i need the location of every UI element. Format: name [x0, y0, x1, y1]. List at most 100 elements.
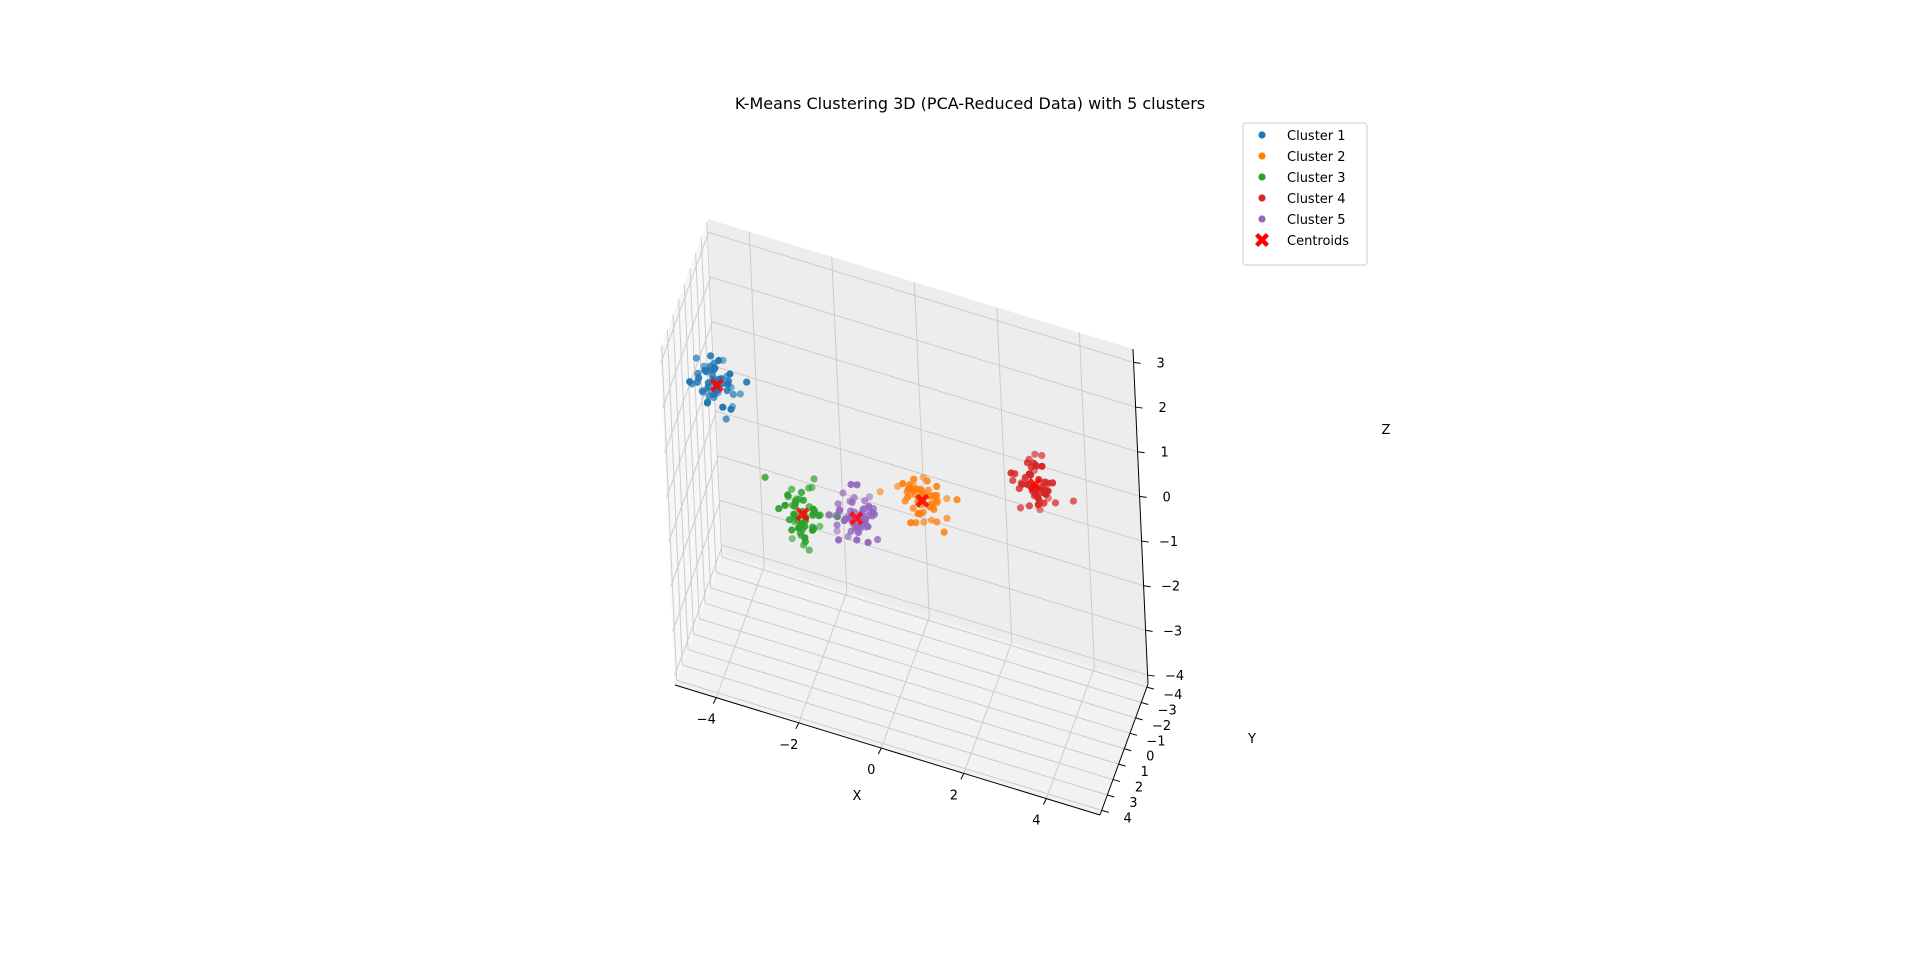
z-tick-mark — [1137, 451, 1145, 454]
y-grid-floor — [710, 587, 1136, 719]
data-point — [869, 505, 878, 513]
data-point — [861, 497, 869, 505]
axes-gridlines — [660, 222, 1148, 811]
data-point — [847, 480, 855, 489]
z-tick-label: 0 — [1162, 490, 1170, 505]
data-point — [833, 521, 841, 529]
data-point — [710, 390, 719, 398]
legend-box — [1242, 122, 1368, 266]
data-point — [1034, 501, 1042, 509]
data-point — [929, 504, 937, 512]
x-tick-mark — [960, 773, 965, 780]
z-tick-label: −4 — [1165, 669, 1184, 684]
x-grid-back — [1078, 332, 1095, 668]
x-tick-mark — [795, 722, 800, 730]
y-tick-label: −3 — [1158, 703, 1177, 718]
series-3 — [761, 473, 842, 554]
data-point — [1051, 499, 1060, 507]
data-point — [1044, 494, 1052, 502]
data-point — [692, 354, 701, 362]
chart-title: K-Means Clustering 3D (PCA-Reduced Data)… — [735, 94, 1205, 113]
data-point — [836, 506, 844, 514]
y-grid-left — [672, 314, 689, 650]
legend-label: Cluster 3 — [1287, 171, 1346, 186]
data-point — [864, 538, 872, 547]
data-point — [1025, 455, 1033, 463]
y-tick-mark — [1146, 686, 1155, 690]
data-point — [1031, 450, 1039, 458]
data-point — [846, 497, 854, 505]
data-point — [1038, 462, 1046, 470]
y-grid-floor — [699, 618, 1125, 750]
data-point — [874, 536, 882, 544]
x-tick-label: 2 — [950, 788, 958, 803]
data-point — [933, 482, 941, 490]
y-tick-mark — [1107, 794, 1115, 798]
z-grid-left — [674, 544, 724, 677]
data-point — [931, 493, 939, 501]
data-point — [706, 362, 715, 370]
x-grid-floor — [880, 616, 930, 749]
x-grid-back — [996, 307, 1013, 643]
data-point — [853, 536, 861, 544]
z-tick-mark — [1143, 585, 1151, 588]
z-tick-mark — [1133, 361, 1141, 364]
data-point — [702, 368, 711, 376]
data-point — [825, 511, 833, 519]
y-tick-label: −4 — [1163, 688, 1182, 703]
y-grid-left — [683, 283, 700, 619]
data-point — [816, 522, 824, 530]
data-point — [728, 402, 737, 411]
data-point — [1042, 487, 1050, 496]
data-point — [918, 487, 926, 495]
data-point — [788, 485, 796, 493]
z-grid-back — [712, 321, 1138, 453]
y-tick-mark — [1141, 702, 1149, 705]
z-grid-back — [714, 365, 1140, 497]
x-grid-back — [913, 282, 930, 618]
data-point — [835, 536, 843, 544]
data-point — [832, 511, 840, 520]
data-point — [792, 495, 801, 503]
data-point — [781, 501, 789, 509]
z-tick-label: −1 — [1159, 535, 1178, 550]
x-tick-mark — [877, 747, 882, 755]
data-point — [700, 362, 708, 370]
z-axis-label: Z — [1382, 423, 1391, 438]
data-point — [815, 512, 823, 520]
data-point — [940, 528, 948, 536]
data-point — [1007, 469, 1015, 477]
y-grid-left — [666, 329, 683, 665]
z-grid-back — [708, 231, 1134, 363]
data-point — [953, 496, 961, 504]
data-point — [726, 370, 734, 378]
centroid-marker — [1027, 477, 1042, 492]
z-tick-mark — [1141, 540, 1149, 543]
data-point — [844, 533, 852, 541]
data-point — [788, 526, 796, 534]
data-point — [808, 483, 816, 492]
data-point — [833, 527, 841, 535]
x-tick-label: −4 — [697, 713, 716, 728]
data-point — [791, 502, 799, 510]
x-grid-floor — [1045, 667, 1095, 799]
data-point — [1038, 451, 1046, 460]
data-point — [704, 379, 712, 387]
y-grid-floor — [676, 679, 1102, 811]
data-point — [920, 518, 928, 526]
y-grid-left — [661, 345, 678, 681]
centroid-marker — [915, 493, 930, 508]
legend-marker — [1258, 194, 1266, 202]
y-grid-left — [678, 299, 695, 635]
data-point — [761, 473, 769, 481]
y-tick-label: 2 — [1135, 781, 1143, 796]
x-grid-floor — [963, 642, 1013, 774]
z-grid-back — [716, 410, 1142, 542]
y-tick-label: 0 — [1146, 750, 1154, 765]
data-point — [1009, 476, 1017, 484]
legend: Cluster 1 Cluster 2 Cluster 3 Cluster 4 Clus… — [1242, 122, 1368, 266]
data-point — [1032, 491, 1040, 499]
x-axis-label: X — [853, 789, 862, 804]
